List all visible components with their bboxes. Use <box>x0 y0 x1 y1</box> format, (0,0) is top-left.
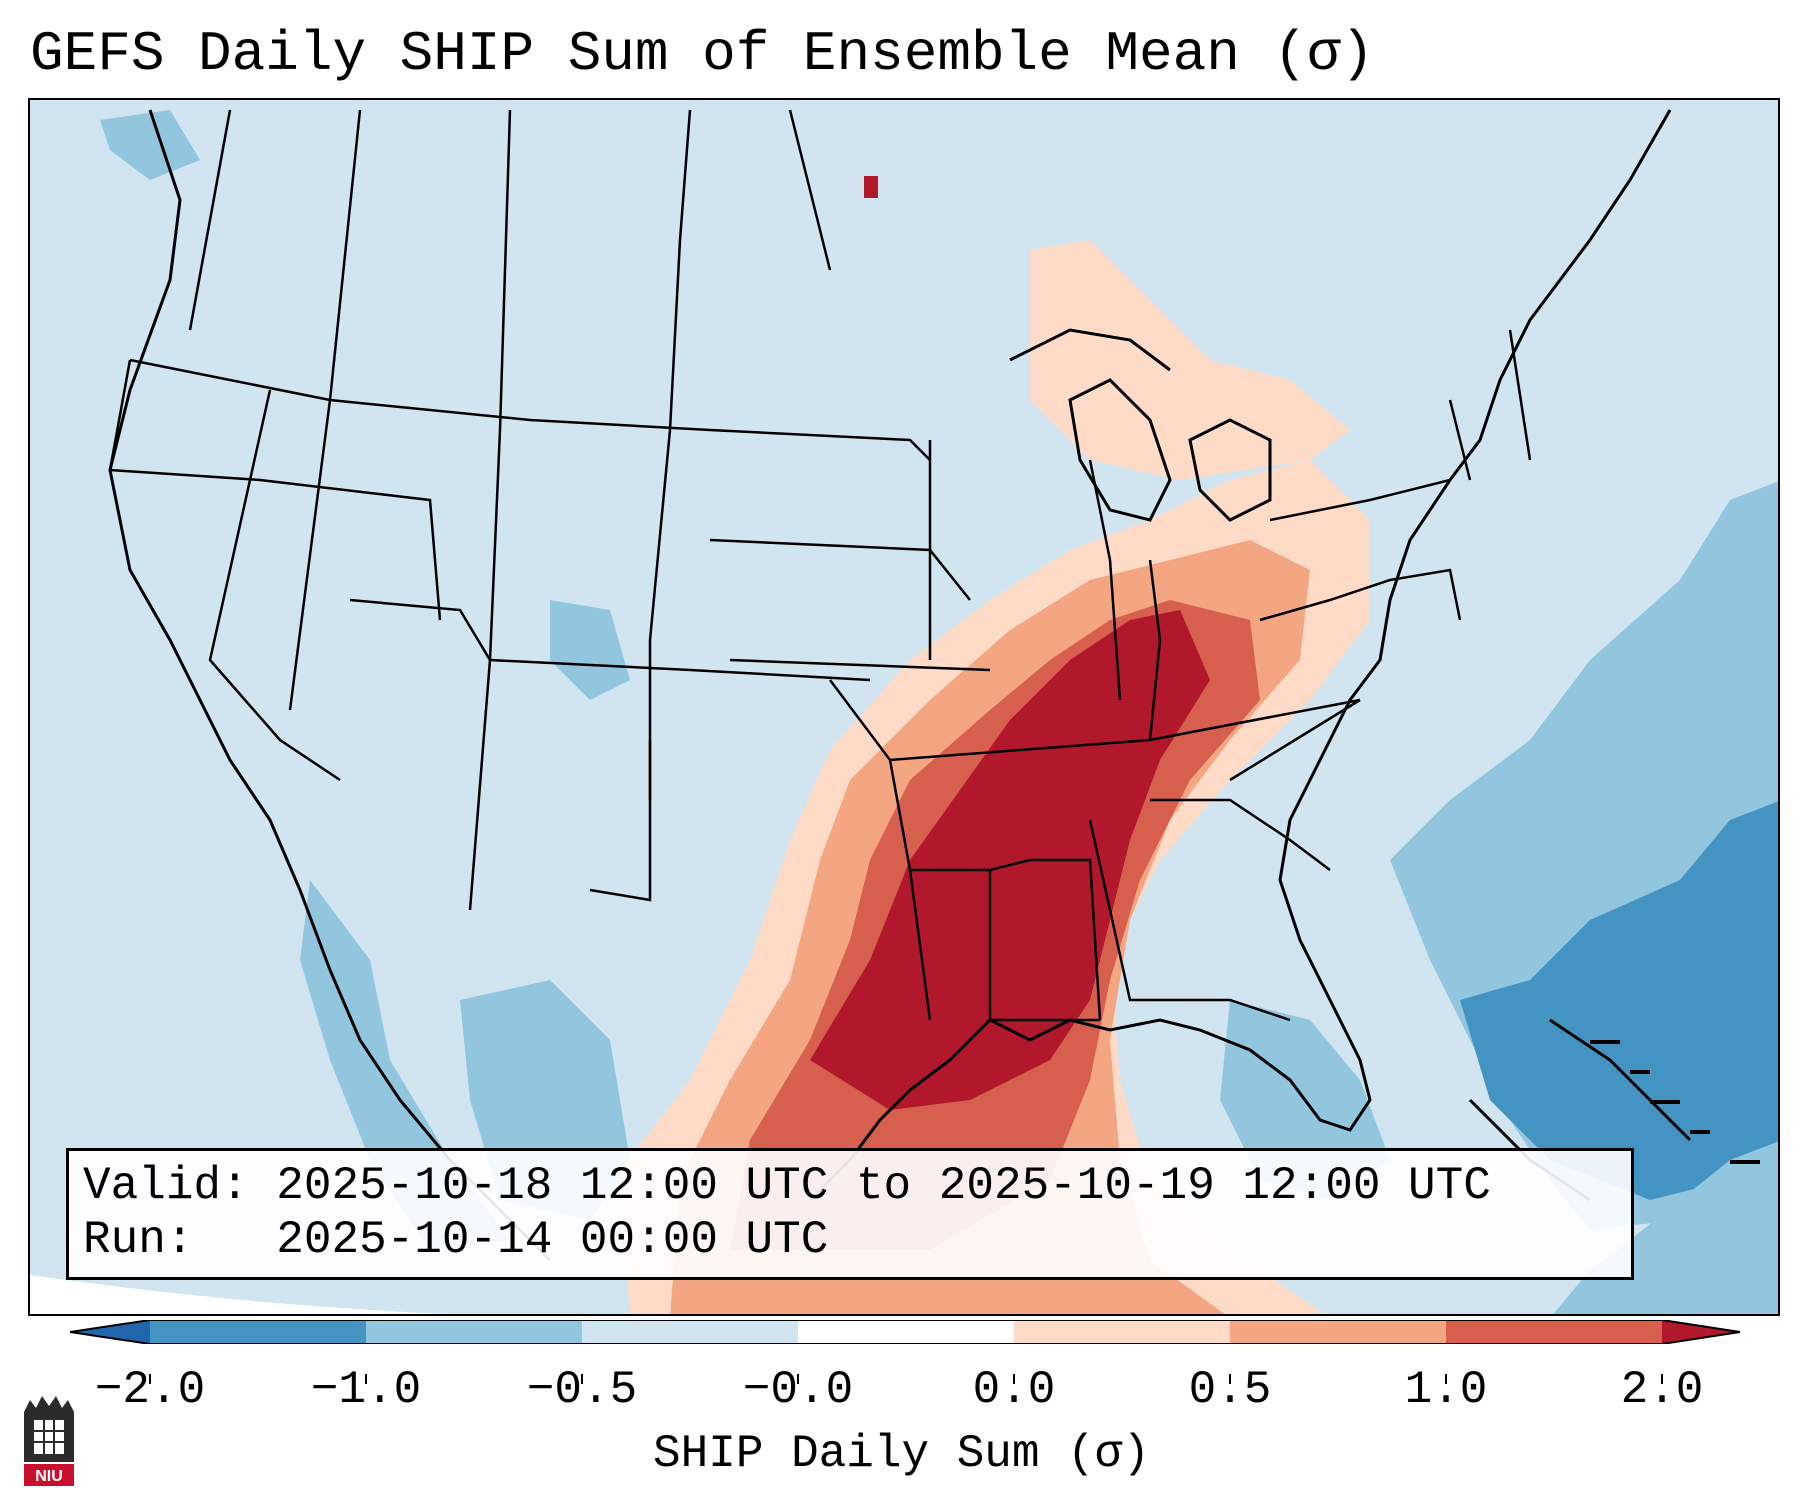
baja-low-anomaly <box>300 880 510 1250</box>
colorbar-tick-label: 0.5 <box>1188 1364 1272 1416</box>
atlantic-strong-low-anomaly <box>1460 801 1778 1200</box>
great-lakes-weak-anomaly <box>1030 240 1350 480</box>
colorbar-min-arrow <box>70 1320 150 1344</box>
logo-text: NIU <box>35 1468 63 1485</box>
valid-label: Valid: <box>83 1160 249 1212</box>
colorbar-tick-label: −0.0 <box>742 1364 854 1416</box>
colorado-low-anomaly <box>550 600 630 700</box>
colorbar-tick-label: −0.5 <box>526 1364 638 1416</box>
colorbar-tick-label: 0.0 <box>972 1364 1056 1416</box>
map-canvas <box>30 100 1778 1314</box>
chart-title: GEFS Daily SHIP Sum of Ensemble Mean (σ) <box>30 22 1375 86</box>
colorbar-tick-label: −1.0 <box>310 1364 422 1416</box>
colorbar-label: SHIP Daily Sum (σ) <box>653 1428 1150 1480</box>
colorbar-segment <box>798 1320 1014 1344</box>
run-info-box: Valid: 2025-10-18 12:00 UTC to 2025-10-1… <box>66 1148 1634 1280</box>
positive-anomaly-extreme <box>810 610 1210 1110</box>
niu-logo: NIU <box>24 1396 74 1486</box>
colorbar-tick-label: 1.0 <box>1404 1364 1488 1416</box>
colorbar-max-arrow <box>1662 1320 1740 1344</box>
colorbar-segment <box>1014 1320 1230 1344</box>
isolated-high-pixel <box>864 176 878 198</box>
map-panel <box>28 98 1780 1316</box>
colorbar-tick-label: 2.0 <box>1620 1364 1704 1416</box>
pacific-nw-low-anomaly <box>100 110 200 180</box>
colorbar-segment <box>1446 1320 1662 1344</box>
projection-edge <box>30 1275 448 1314</box>
colorbar-tick-marks <box>149 1374 1663 1384</box>
colorbar-segment <box>1230 1320 1446 1344</box>
colorbar-segment <box>582 1320 798 1344</box>
run-value: 2025-10-14 00:00 UTC <box>276 1214 829 1266</box>
caribbean-islands <box>1590 1040 1760 1164</box>
colorbar-tick-label: −2.0 <box>94 1364 206 1416</box>
state-borders <box>108 109 1532 1022</box>
colorbar-segment <box>366 1320 582 1344</box>
colorbar <box>70 1320 1740 1344</box>
valid-value: 2025-10-18 12:00 UTC to 2025-10-19 12:00… <box>276 1160 1491 1212</box>
colorbar-segment <box>150 1320 366 1344</box>
run-label: Run: <box>83 1214 194 1266</box>
